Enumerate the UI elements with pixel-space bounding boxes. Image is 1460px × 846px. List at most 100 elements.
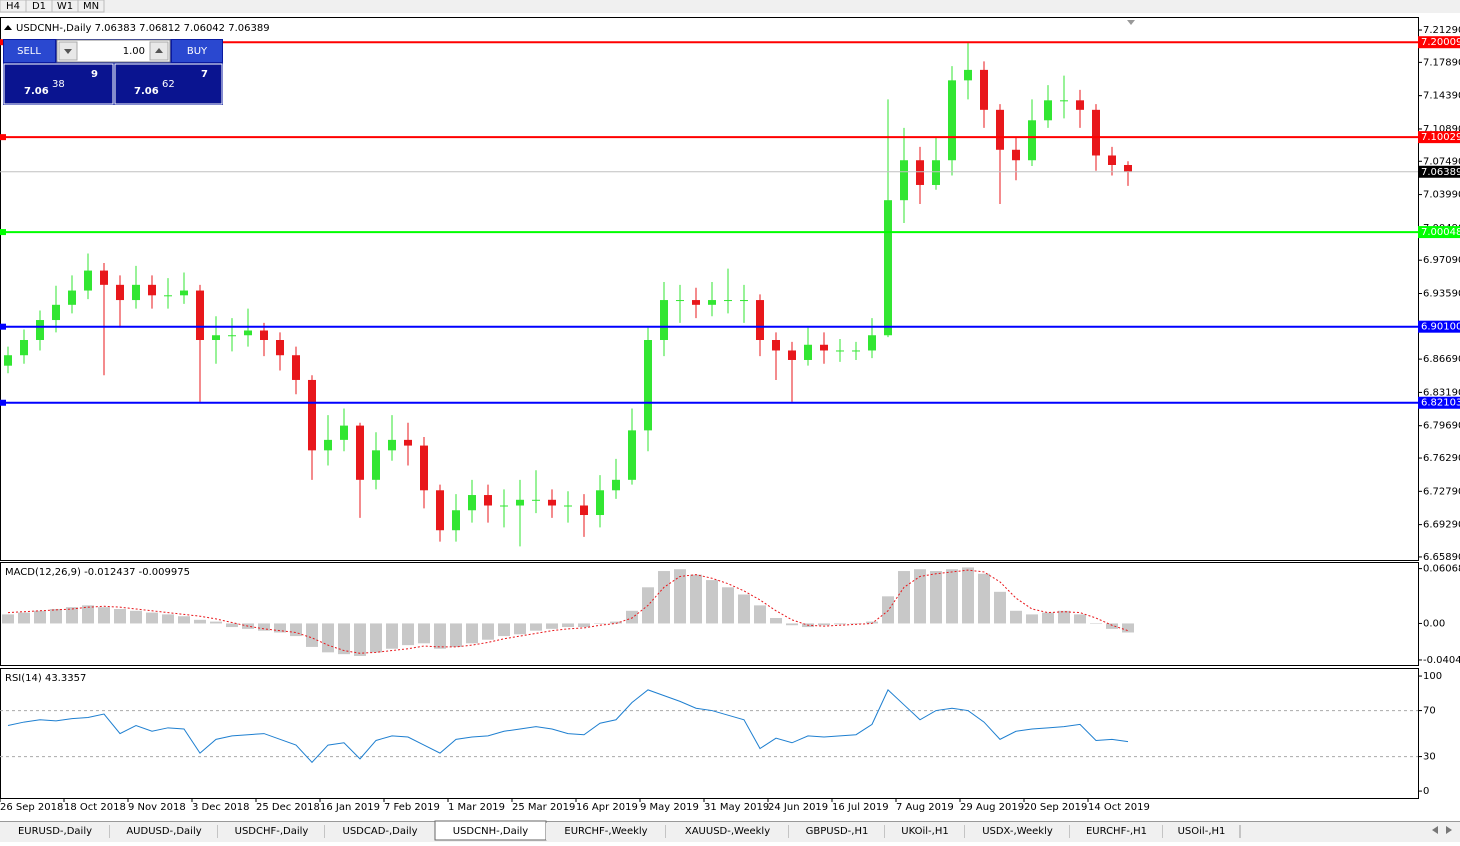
level-label: 6.90100 <box>1421 322 1460 333</box>
tab-label: AUDUSD-,Daily <box>126 826 201 837</box>
level-handle <box>0 134 6 141</box>
y-tick-label: 0.00 <box>1423 618 1445 629</box>
candle-body <box>644 340 652 431</box>
macd-bar <box>1026 614 1038 624</box>
timeframe-label: D1 <box>32 1 46 12</box>
candle-body <box>244 330 252 336</box>
candle-body <box>628 430 636 480</box>
candle-body <box>372 450 380 480</box>
x-tick-label: 7 Feb 2019 <box>384 802 440 813</box>
macd-bar <box>834 623 846 625</box>
symbol-tab[interactable] <box>789 823 885 840</box>
macd-bar <box>450 623 462 647</box>
tab-label: EURCHF-,H1 <box>1086 826 1147 837</box>
macd-bar <box>898 571 910 624</box>
macd-bar <box>98 607 110 624</box>
candle-body <box>1060 100 1068 102</box>
candle-body <box>420 445 428 491</box>
tab-label: UKOil-,H1 <box>901 826 948 837</box>
macd-bar <box>578 623 590 628</box>
candle-body <box>1124 164 1132 172</box>
candle-body <box>708 300 716 305</box>
candle-body <box>68 290 76 305</box>
timeframe-button[interactable] <box>77 0 105 13</box>
candle-body <box>884 200 892 336</box>
macd-bar <box>754 605 766 624</box>
candle-body <box>580 505 588 516</box>
candle-body <box>1044 100 1052 121</box>
candle-body <box>20 340 28 356</box>
candle-body <box>164 295 172 297</box>
symbol-tab[interactable] <box>0 823 110 840</box>
macd-bar <box>498 623 510 637</box>
macd-bar <box>338 623 350 655</box>
current-price-box <box>1418 165 1460 178</box>
main-frame <box>0 17 1419 561</box>
lot-input[interactable] <box>56 39 171 63</box>
level-box <box>1418 320 1460 333</box>
macd-bar <box>66 607 78 624</box>
sell-button[interactable] <box>4 40 55 62</box>
symbol-tab[interactable] <box>218 823 325 840</box>
symbol-tab[interactable] <box>965 823 1070 840</box>
candle-body <box>452 510 460 531</box>
candle-body <box>564 505 572 507</box>
candle-body <box>436 490 444 531</box>
x-tick-label: 9 May 2019 <box>640 802 699 813</box>
symbol-tab[interactable] <box>1163 823 1240 840</box>
y-tick-label: 0.060687 <box>1423 564 1460 575</box>
tab-label: GBPUSD-,H1 <box>806 826 869 837</box>
macd-bar <box>946 569 958 624</box>
timeframe-label: W1 <box>57 1 73 12</box>
symbol-tab[interactable] <box>1070 823 1163 840</box>
y-tick-label: 7.10890 <box>1423 124 1460 135</box>
macd-bar <box>866 621 878 624</box>
buy-button[interactable] <box>172 40 222 62</box>
y-tick-label: 7.03990 <box>1423 190 1460 201</box>
candle-body <box>484 495 492 506</box>
ask-box[interactable] <box>114 63 223 105</box>
candle-body <box>228 335 236 337</box>
macd-bar <box>818 623 830 626</box>
trade-panel: SELL 1.00 BUY 7.06 38 9 7.06 62 7 <box>3 39 223 105</box>
symbol-tab[interactable] <box>666 823 789 840</box>
tab-label: XAUUSD-,Weekly <box>685 826 770 837</box>
candle-body <box>964 69 972 81</box>
arrow <box>64 49 72 54</box>
x-tick-label: 26 Sep 2018 <box>0 802 63 813</box>
candle-body <box>500 505 508 507</box>
candle-body <box>116 284 124 301</box>
symbol-tab[interactable] <box>885 823 965 840</box>
x-tick-label: 14 Oct 2019 <box>1088 802 1150 813</box>
tab-scroll[interactable] <box>1432 826 1452 834</box>
macd-bar <box>386 623 398 649</box>
y-tick-label: 30 <box>1423 752 1436 763</box>
macd-bar <box>322 623 334 653</box>
macd-bar <box>514 623 526 635</box>
symbol-tab[interactable] <box>325 823 435 840</box>
candle-body <box>740 300 748 302</box>
level-box <box>1418 396 1460 409</box>
candle-body <box>260 330 268 341</box>
y-tick-label: 7.21290 <box>1423 25 1460 36</box>
macd-bar <box>994 591 1006 624</box>
y-tick-label: 70 <box>1423 706 1436 717</box>
macd-bar <box>738 594 750 624</box>
candle-body <box>868 335 876 351</box>
chart-header: USDCNH-,Daily 7.06383 7.06812 7.06042 7.… <box>16 23 270 34</box>
macd-bar <box>434 623 446 649</box>
symbol-tab[interactable] <box>546 823 666 840</box>
macd-bar <box>226 623 238 628</box>
candle-body <box>996 109 1004 150</box>
macd-bar <box>274 623 286 633</box>
x-tick-label: 24 Jun 2019 <box>768 802 828 813</box>
y-tick-label: 0 <box>1423 786 1429 797</box>
bid-box[interactable] <box>3 63 114 105</box>
macd-bar <box>2 614 14 624</box>
macd-bar <box>354 623 366 656</box>
macd-bar <box>18 612 30 624</box>
macd-bar <box>546 623 558 629</box>
tab-label: USDX-,Weekly <box>982 826 1053 837</box>
macd-bar <box>418 623 430 644</box>
symbol-tab[interactable] <box>110 823 218 840</box>
